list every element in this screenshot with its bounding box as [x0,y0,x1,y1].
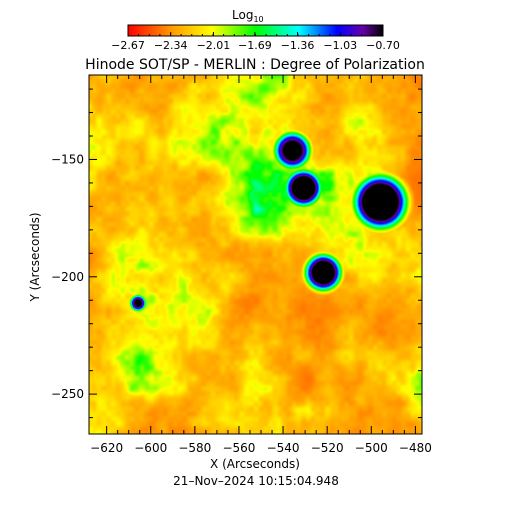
colorbar-tick-label: −1.69 [238,39,272,52]
x-axis-label: X (Arcseconds) [210,457,300,471]
y-tick-label: −200 [51,270,84,284]
y-axis-label: Y (Arcseconds) [28,212,42,302]
x-tick-label: −620 [90,441,123,455]
y-tick-label: −250 [51,387,84,401]
x-tick-label: −480 [399,441,432,455]
x-tick-label: −520 [311,441,344,455]
x-tick-label: −600 [134,441,167,455]
heatmap-image [89,75,422,434]
colorbar-tick-label: −1.03 [323,39,357,52]
plot-frame [88,74,423,435]
colorbar-tick-label: −2.01 [197,39,231,52]
x-tick-label: −560 [222,441,255,455]
x-tick-label: −540 [267,441,300,455]
x-tick-label: −500 [355,441,388,455]
colorbar-tick-label: −1.36 [281,39,315,52]
axis-ticks: −620 −600 −580 −560 −540 −520 −500 −480 −150 −200… [51,75,432,455]
chart-title: Hinode SOT/SP - MERLIN : Degree of Polar… [85,57,425,73]
colorbar-ticks: −2.67 −2.34 −2.01 −1.69 −1.36 −1.03 −0.70 [111,32,400,52]
colorbar-tick-label: −2.34 [154,39,188,52]
colorbar-label: Log10 [232,8,264,24]
y-tick-label: −150 [51,152,84,166]
colorbar-tick-label: −0.70 [366,39,400,52]
x-tick-label: −580 [178,441,211,455]
timestamp: 21–Nov–2024 10:15:04.948 [173,474,339,488]
colorbar-tick-label: −2.67 [111,39,145,52]
